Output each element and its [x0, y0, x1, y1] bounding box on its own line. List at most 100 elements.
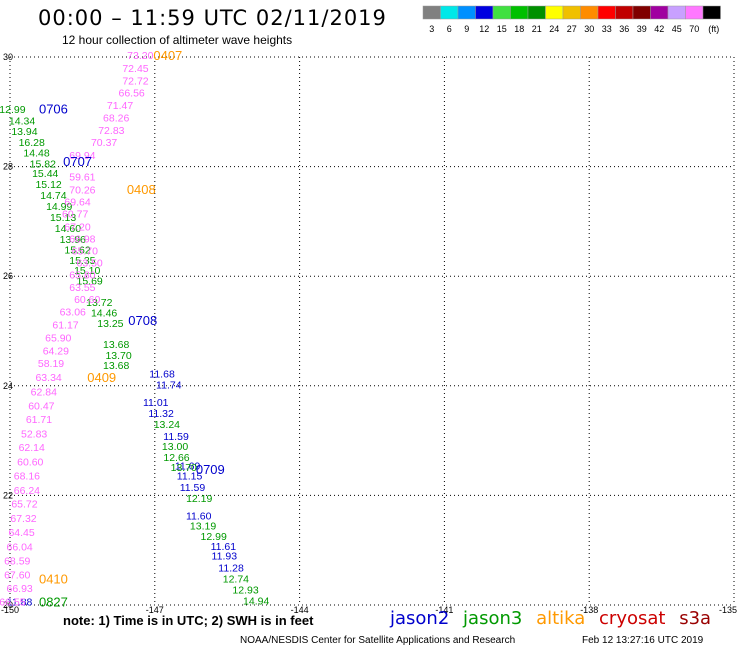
pass-label: 0410 [39, 572, 68, 587]
data-point-label: 68.26 [103, 112, 129, 124]
data-point-label: 14.99 [46, 201, 72, 213]
data-point-label: 13.70 [105, 350, 131, 362]
data-point-label: 65.80 [69, 270, 95, 282]
data-point-label: 58.19 [38, 358, 64, 370]
data-point-label: 14.46 [91, 307, 117, 319]
data-point-label: 12.93 [232, 585, 258, 597]
data-point-label: 11.69 [175, 460, 201, 472]
data-point-label: 11.28 [218, 563, 244, 575]
data-point-label: 13.94 [11, 126, 37, 138]
data-point-label: 12.99 [201, 531, 227, 543]
data-point-label: 14.48 [23, 147, 49, 159]
satellite-legend-item: cryosat [599, 608, 666, 629]
data-point-label: 13.70 [171, 462, 197, 474]
data-point-label: 60.60 [74, 294, 100, 306]
data-point-label: 11.74 [156, 380, 182, 392]
satellite-legend-item: s3a [679, 608, 712, 629]
color-scale-label: 30 [584, 24, 594, 34]
color-scale-label: 27 [567, 24, 577, 34]
satellite-legend-item: altika [536, 608, 586, 629]
y-tick-label: 28 [3, 162, 13, 172]
data-point-label: 12.74 [223, 574, 249, 586]
data-point-label: 11.59 [163, 431, 189, 443]
data-point-label: 15.44 [32, 168, 58, 180]
data-point-label: 69.64 [64, 197, 90, 209]
data-point-label: 59.61 [69, 171, 95, 183]
x-tick-label: -138 [580, 605, 598, 615]
y-tick-label: 20 [3, 600, 13, 610]
data-point-label: 63.34 [35, 372, 61, 384]
data-point-label: 14.60 [55, 223, 81, 235]
data-point-label: 13.24 [154, 419, 180, 431]
color-scale-swatch [702, 5, 721, 20]
color-scale-label: 6 [447, 24, 452, 34]
color-scale-label: 12 [479, 24, 489, 34]
x-tick-label: -147 [146, 605, 164, 615]
data-point-label: 11.59 [180, 482, 206, 494]
chart-subtitle: 12 hour collection of altimeter wave hei… [62, 33, 293, 47]
data-point-label: 70.37 [91, 137, 117, 149]
satellite-legend-item: jason2 [390, 608, 450, 629]
data-point-label: 15.69 [76, 276, 102, 288]
color-scale-label: 45 [672, 24, 682, 34]
data-point-label: 15.82 [30, 158, 56, 170]
data-point-label: 15.13 [50, 212, 76, 224]
data-point-label: 66.04 [7, 541, 33, 553]
data-point-label: 11.15 [177, 471, 203, 483]
data-point-label: 11.01 [143, 397, 169, 409]
pass-label: 0707 [63, 154, 92, 169]
data-point-label: 13.25 [97, 318, 123, 330]
data-point-label: 16.28 [19, 137, 45, 149]
data-point-label: 15.62 [64, 244, 90, 256]
y-tick-label: 24 [3, 381, 13, 391]
data-point-label: 11.88 [7, 597, 33, 609]
color-scale-label: 9 [464, 24, 469, 34]
data-point-label: 61.71 [26, 414, 52, 426]
x-tick-label: -144 [291, 605, 309, 615]
color-scale-label: 70 [689, 24, 699, 34]
data-point-label: 60.77 [62, 209, 88, 221]
pass-label: 0827 [39, 595, 68, 610]
timestamp: Feb 12 13:27:16 UTC 2019 [582, 635, 704, 646]
data-point-label: 63.50 [76, 258, 102, 270]
y-tick-label: 22 [3, 490, 13, 500]
color-scale-label: (ft) [708, 24, 719, 34]
color-scale-label: 42 [654, 24, 664, 34]
data-point-label: 65.90 [45, 333, 71, 345]
color-scale-legend: 3 6 9 12 15 18 21 24 27 30 33 36 39 42 45 70 (ft) [422, 5, 721, 34]
data-point-label: 11.68 [149, 369, 175, 381]
data-point-label: 14.94 [243, 596, 269, 608]
data-point-label: 12.99 [0, 104, 26, 116]
pass-label: 0409 [87, 370, 116, 385]
data-point-label: 67.60 [4, 569, 30, 581]
data-point-label: 13.00 [162, 441, 188, 453]
data-point-label: 64.45 [8, 527, 34, 539]
data-point-label: 66.55 [0, 597, 26, 609]
pass-label: 0708 [128, 313, 157, 328]
credit-text: NOAA/NESDIS Center for Satellite Applica… [240, 635, 516, 646]
color-scale-label: 36 [619, 24, 629, 34]
data-point-label: 14.74 [40, 190, 66, 202]
data-point-label: 12.19 [186, 493, 212, 505]
data-point-label: 72.83 [98, 125, 124, 137]
data-point-label: 68.59 [4, 556, 30, 568]
data-point-label: 62.84 [31, 386, 57, 398]
data-point-label: 14.34 [9, 116, 35, 128]
data-point-label: 69.94 [69, 150, 95, 162]
data-point-label: 65.72 [11, 499, 37, 511]
data-point-label: 11.93 [212, 551, 238, 563]
data-point-label: 13.19 [190, 521, 216, 533]
data-point-label: 60.47 [28, 401, 54, 413]
color-scale-label: 21 [532, 24, 542, 34]
data-point-label: 67.20 [64, 221, 90, 233]
x-tick-label: -135 [719, 605, 737, 615]
satellite-legend-item: jason3 [463, 608, 523, 629]
data-point-label: 73.20 [127, 50, 153, 62]
chart-title: 00:00 – 11:59 UTC 02/11/2019 [38, 6, 387, 30]
data-point-label: 71.47 [107, 100, 133, 112]
data-point-label: 63.55 [69, 282, 95, 294]
pass-label: 0706 [39, 102, 68, 117]
data-point-label: 12.66 [163, 452, 189, 464]
color-scale-label: 24 [549, 24, 559, 34]
